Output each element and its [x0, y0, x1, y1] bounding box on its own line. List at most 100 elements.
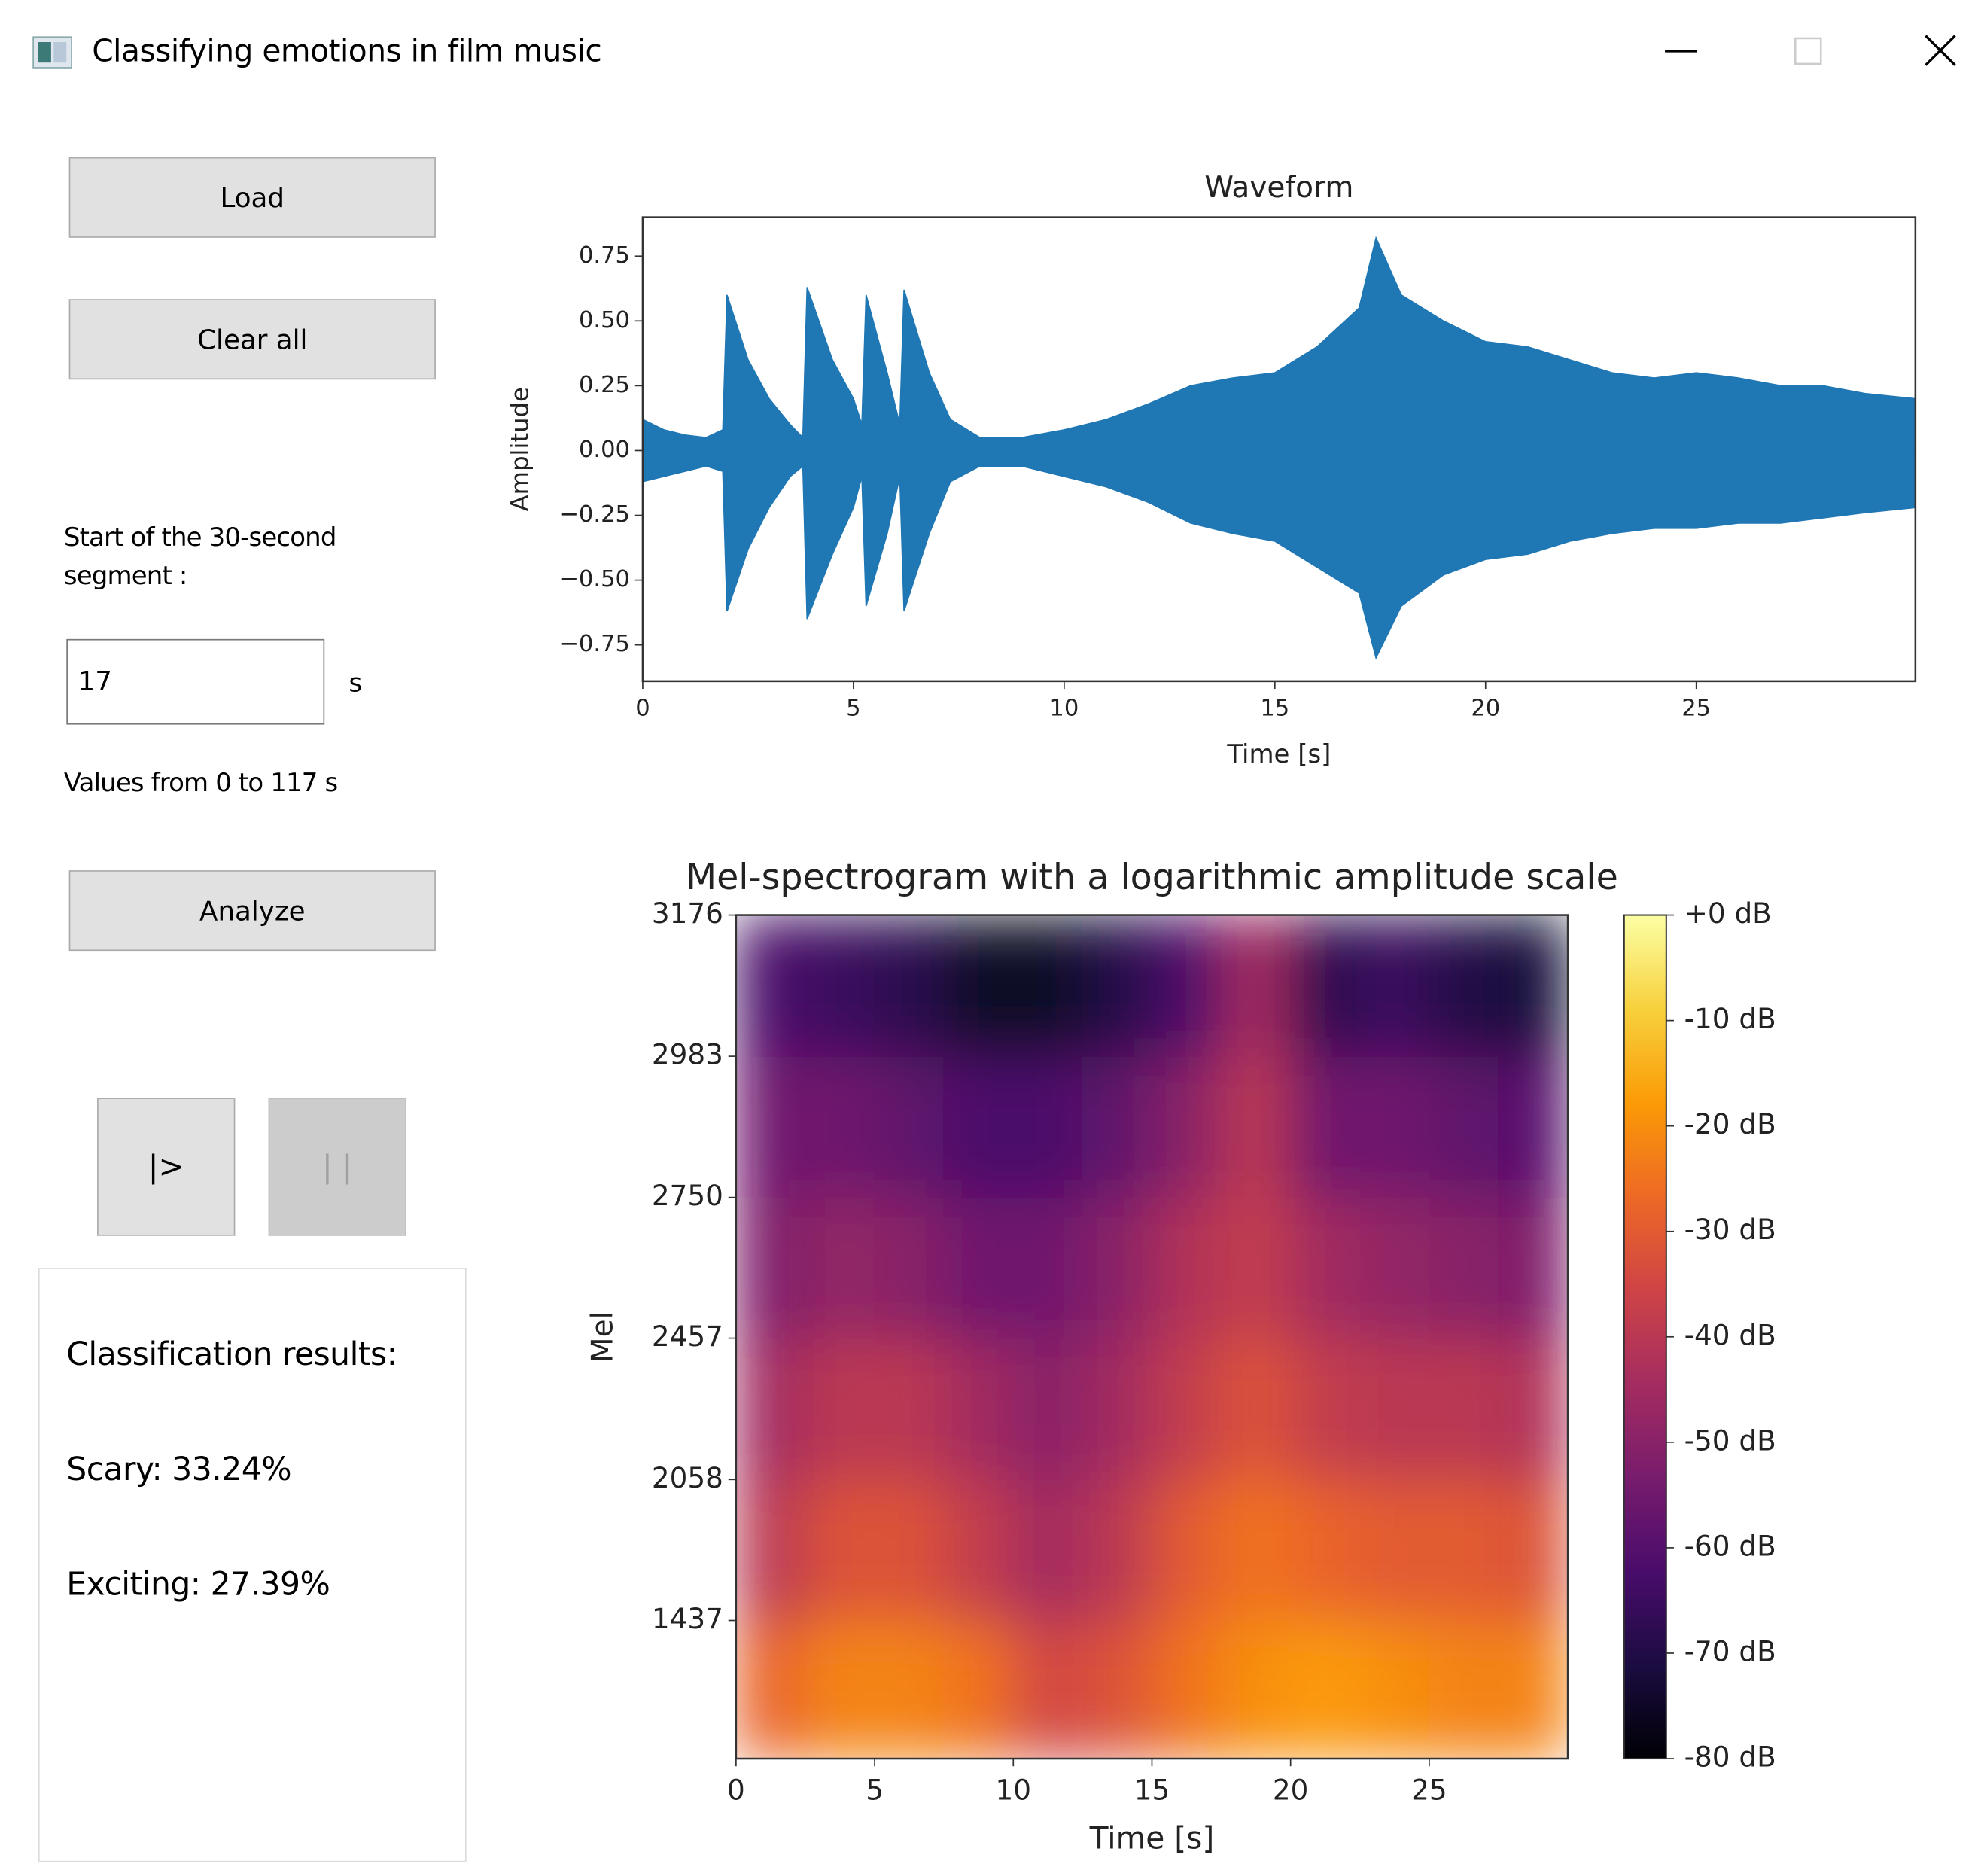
spectrogram-cell — [1012, 1196, 1084, 1339]
x-tick-label: 0 — [727, 1774, 745, 1807]
spectrogram-cell — [1289, 1196, 1361, 1339]
chart-title: Mel-spectrogram with a logarithmic ampli… — [686, 857, 1618, 898]
spectrogram-cell — [735, 915, 806, 1057]
result-item: Exciting: 27.39% — [66, 1565, 330, 1603]
y-tick-label: 0.50 — [579, 307, 630, 333]
spectrogram-cell — [874, 1619, 945, 1759]
clear-button[interactable]: Clear all — [68, 299, 436, 380]
spectrogram-cell — [805, 1337, 875, 1481]
x-tick-label: 10 — [996, 1774, 1032, 1807]
spectrogram-cell — [735, 1337, 806, 1481]
window-controls[interactable] — [1648, 26, 1967, 77]
colorbar-tick-label: -80 dB — [1684, 1740, 1776, 1774]
spectrogram-image — [735, 915, 1569, 1759]
spectrogram-cell — [1151, 915, 1222, 1057]
spectrogram-cell — [1082, 1196, 1153, 1339]
spectrogram-cell — [1220, 1479, 1292, 1622]
colorbar-tick-label: -20 dB — [1684, 1107, 1776, 1141]
spectrogram-cell — [1359, 1196, 1430, 1339]
x-tick-label: 25 — [1411, 1774, 1447, 1807]
analyze-button[interactable]: Analyze — [68, 870, 436, 952]
spectrogram-clip — [735, 915, 1569, 1759]
load-button[interactable]: Load — [68, 157, 436, 238]
x-tick-label: 15 — [1260, 696, 1289, 722]
x-tick-label: 15 — [1134, 1774, 1170, 1807]
spectrogram-cell — [943, 915, 1015, 1057]
results-panel: Classification results: Scary: 33.24% Ex… — [38, 1268, 467, 1862]
y-tick-label: −0.75 — [559, 631, 630, 657]
colorbar-tick-label: -10 dB — [1684, 1002, 1776, 1035]
colorbar-tick-label: -70 dB — [1684, 1634, 1776, 1667]
colorbar-tick-label: -60 dB — [1684, 1529, 1776, 1562]
y-axis-label: Mel — [586, 1311, 620, 1363]
spectrogram-cell — [1498, 1055, 1569, 1198]
spectrogram-cell — [1289, 915, 1361, 1057]
spectrogram-cell — [1429, 1196, 1499, 1339]
spectrogram-cell — [943, 1479, 1015, 1622]
spectrogram-cell — [1220, 1337, 1292, 1481]
window-title: Classifying emotions in film music — [92, 33, 602, 69]
spectrogram-cell — [1498, 1619, 1569, 1759]
spectrogram-cell — [1498, 1196, 1569, 1339]
spectrogram-cell — [1082, 1337, 1153, 1481]
y-tick-label: −0.50 — [559, 566, 630, 592]
spectrogram-cell — [1289, 1337, 1361, 1481]
spectrogram-cell — [1151, 1479, 1222, 1622]
y-tick-label: 0.25 — [579, 372, 630, 398]
spectrogram-cell — [1289, 1619, 1361, 1759]
segment-hint: Values from 0 to 117 s — [63, 766, 338, 798]
segment-input[interactable]: 17 — [66, 638, 325, 725]
x-tick-label: 20 — [1471, 696, 1500, 722]
spectrogram-cell — [1220, 915, 1292, 1057]
x-tick-label: 5 — [846, 696, 860, 722]
spectrogram-cell — [874, 1479, 945, 1622]
spectrogram-cell — [1012, 1619, 1084, 1759]
spectrogram-cell — [874, 915, 945, 1057]
result-item: Scary: 33.24% — [66, 1450, 292, 1488]
spectrogram-cell — [1429, 915, 1499, 1057]
spectrogram-cell — [735, 1479, 806, 1622]
x-tick-label: 0 — [635, 696, 650, 722]
x-tick-label: 5 — [866, 1774, 884, 1807]
spectrogram-cell — [1359, 1619, 1430, 1759]
pause-button[interactable]: | | — [268, 1098, 406, 1236]
spectrogram-cell — [1012, 915, 1084, 1057]
spectrogram-cell — [1151, 1055, 1222, 1198]
y-tick-label: 3176 — [652, 897, 723, 930]
chart-title: Waveform — [1204, 171, 1353, 205]
waveform-area — [642, 236, 1916, 452]
y-axis-label: Amplitude — [506, 387, 534, 511]
spectrogram-cell — [1082, 1619, 1153, 1759]
spectrogram-cell — [805, 1055, 875, 1198]
spectrogram-cell — [943, 1337, 1015, 1481]
colorbar-tick-label: -40 dB — [1684, 1318, 1776, 1351]
spectrogram-cell — [1220, 1055, 1292, 1198]
spectrogram-cell — [1012, 1479, 1084, 1622]
spectrogram-cell — [874, 1337, 945, 1481]
colorbar-tick-label: -50 dB — [1684, 1424, 1776, 1457]
x-axis-label: Time [s] — [1089, 1820, 1215, 1856]
colorbar-tick-label: +0 dB — [1684, 897, 1772, 930]
spectrogram-cell — [943, 1196, 1015, 1339]
segment-unit: s — [348, 667, 362, 698]
spectrogram-cell — [1359, 1479, 1430, 1622]
play-button[interactable]: |> — [97, 1098, 236, 1236]
app-icon — [32, 36, 72, 69]
colorbar — [1623, 914, 1667, 1760]
results-title: Classification results: — [66, 1335, 397, 1373]
waveform-area — [642, 449, 1916, 660]
spectrogram-cell — [805, 915, 875, 1057]
y-tick-label: 2983 — [652, 1038, 723, 1071]
x-tick-label: 25 — [1681, 696, 1711, 722]
spectrogram-cell — [1151, 1337, 1222, 1481]
spectrogram-cell — [1429, 1055, 1499, 1198]
y-tick-label: 0.00 — [579, 437, 630, 463]
spectrogram-cell — [805, 1619, 875, 1759]
x-axis-label: Time [s] — [1226, 739, 1331, 769]
spectrogram-cell — [874, 1055, 945, 1198]
x-tick-label: 20 — [1273, 1774, 1309, 1807]
spectrogram-cell — [1012, 1337, 1084, 1481]
plot-frame — [641, 216, 1917, 683]
